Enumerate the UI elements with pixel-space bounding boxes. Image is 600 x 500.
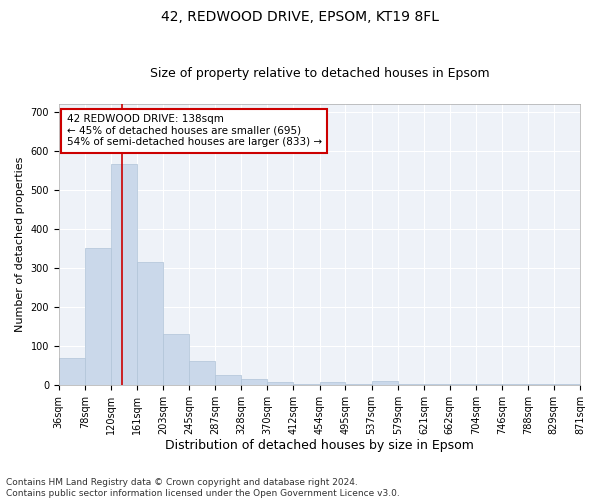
Bar <box>189 362 215 385</box>
Bar <box>398 384 424 385</box>
Bar <box>293 384 320 385</box>
Bar <box>476 384 502 385</box>
Bar <box>111 164 137 385</box>
Bar <box>424 384 449 385</box>
X-axis label: Distribution of detached houses by size in Epsom: Distribution of detached houses by size … <box>165 440 474 452</box>
Text: Contains HM Land Registry data © Crown copyright and database right 2024.
Contai: Contains HM Land Registry data © Crown c… <box>6 478 400 498</box>
Bar <box>215 375 241 385</box>
Bar <box>85 248 111 385</box>
Bar <box>267 382 293 385</box>
Text: 42 REDWOOD DRIVE: 138sqm
← 45% of detached houses are smaller (695)
54% of semi-: 42 REDWOOD DRIVE: 138sqm ← 45% of detach… <box>67 114 322 148</box>
Bar <box>241 379 267 385</box>
Bar <box>449 384 476 385</box>
Bar <box>59 358 85 385</box>
Bar <box>163 334 189 385</box>
Title: Size of property relative to detached houses in Epsom: Size of property relative to detached ho… <box>149 66 489 80</box>
Bar <box>320 382 345 385</box>
Text: 42, REDWOOD DRIVE, EPSOM, KT19 8FL: 42, REDWOOD DRIVE, EPSOM, KT19 8FL <box>161 10 439 24</box>
Bar <box>371 381 398 385</box>
Y-axis label: Number of detached properties: Number of detached properties <box>15 157 25 332</box>
Bar <box>137 262 163 385</box>
Bar <box>345 384 371 385</box>
